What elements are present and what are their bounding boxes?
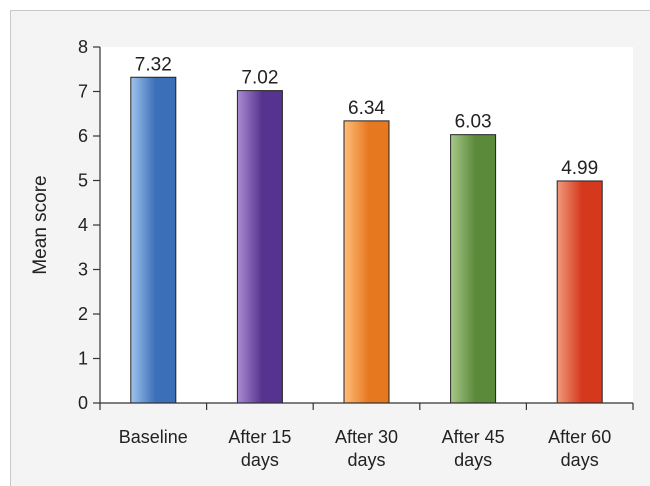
y-tick-label: 6	[78, 126, 88, 146]
bar	[236, 90, 283, 404]
y-tick-label: 4	[78, 215, 88, 235]
y-tick-label: 5	[78, 171, 88, 191]
bar	[450, 134, 497, 404]
y-tick-label: 8	[78, 37, 88, 57]
x-tick-label: days	[454, 450, 492, 470]
x-tick-label: days	[241, 450, 279, 470]
y-tick-label: 1	[78, 349, 88, 369]
bar	[130, 76, 177, 404]
x-tick-label: After 60	[548, 427, 611, 447]
y-axis-title: Mean score	[30, 175, 51, 274]
x-tick-label: After 30	[335, 427, 398, 447]
data-label: 7.02	[241, 68, 278, 89]
x-tick-label: days	[561, 450, 599, 470]
x-axis: Baseline After 15 days After 30 days After 45…	[99, 402, 634, 470]
x-tick-label: After 45	[442, 427, 505, 447]
data-label: 7.32	[135, 54, 172, 75]
y-tick-label: 0	[78, 393, 88, 413]
y-tick-label: 7	[78, 82, 88, 102]
x-tick-label: Baseline	[119, 427, 188, 447]
y-axis: 0 1 2 3 4 5 6 7 8	[78, 37, 101, 413]
x-tick-label: After 15	[228, 427, 291, 447]
data-label: 6.34	[348, 98, 385, 119]
bar	[343, 120, 390, 404]
x-tick-label: days	[347, 450, 385, 470]
data-label: 4.99	[561, 158, 598, 179]
y-tick-label: 3	[78, 260, 88, 280]
data-label: 6.03	[455, 112, 492, 133]
bar	[556, 180, 603, 404]
y-tick-label: 2	[78, 304, 88, 324]
